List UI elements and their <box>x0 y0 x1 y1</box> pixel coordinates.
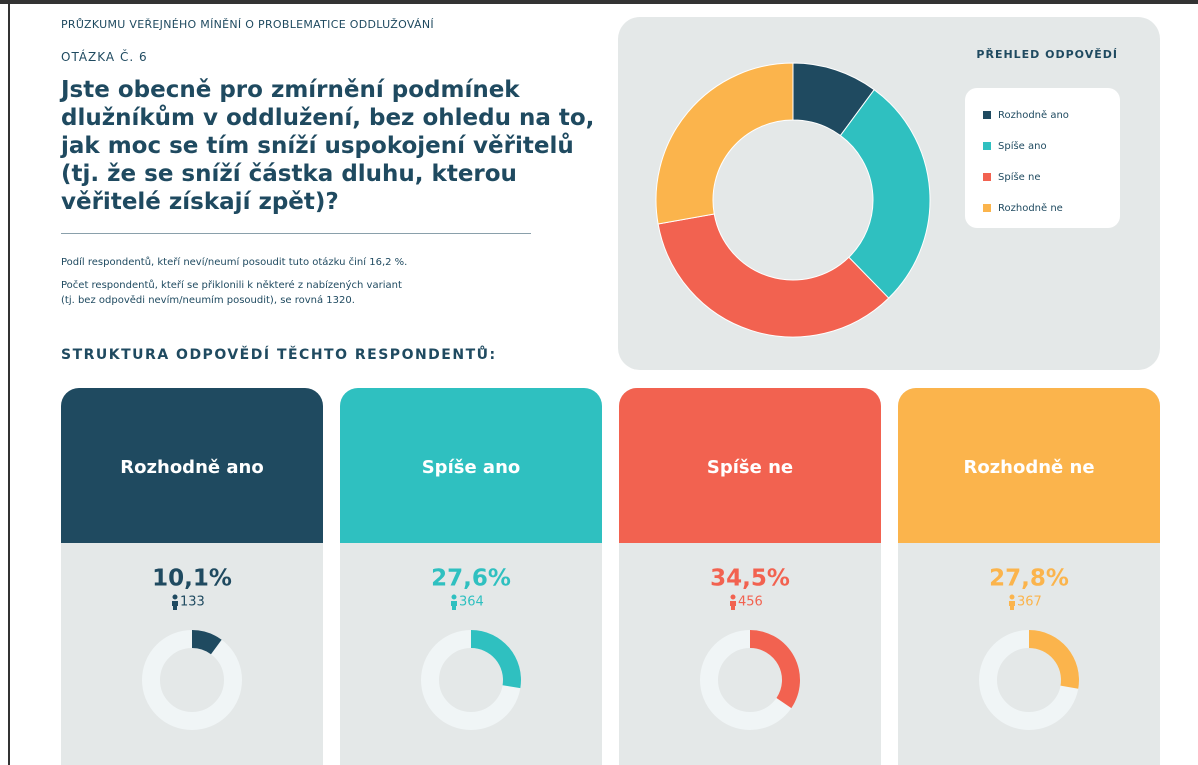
person-icon <box>172 594 178 610</box>
card-title: Spíše ne <box>707 457 793 478</box>
top-border <box>0 0 1198 4</box>
answer-card <box>898 388 1160 765</box>
card-count: 456 <box>738 595 763 610</box>
donut-slice <box>657 213 890 338</box>
legend-label: Spíše ano <box>998 140 1047 152</box>
header: PRŮZKUMU VEŘEJNÉHO MÍNĚNÍ O PROBLEMATICE… <box>61 18 434 31</box>
person-icon <box>1009 594 1015 610</box>
person-icon <box>730 594 736 610</box>
card-title: Rozhodně ano <box>120 457 263 478</box>
chart-title: PŘEHLED ODPOVĚDÍ <box>976 48 1118 61</box>
question: Jste obecně pro zmírnění podmínek dlužník… <box>61 76 594 216</box>
card-header <box>61 388 323 543</box>
note-line: (tj. bez odpovědi nevím/neumím posoudit)… <box>61 295 355 306</box>
question-line: jak moc se tím sníží uspokojení věřitelů <box>61 133 574 159</box>
question-line: (tj. že se sníží částka dluhu, kterou <box>61 161 517 187</box>
card-count: 133 <box>180 595 205 610</box>
notes: Podíl respondentů, kteří neví/neumí poso… <box>61 255 407 308</box>
legend-swatch <box>983 173 991 181</box>
donut-slice <box>839 88 931 299</box>
card-percent: 27,8% <box>989 566 1069 592</box>
legend-label: Spíše ne <box>998 171 1041 183</box>
person-icon <box>451 594 457 610</box>
mini-donut-slice <box>192 630 222 655</box>
question-line: dlužníkům v oddlužení, bez ohledu na to, <box>61 105 595 131</box>
section-title: STRUKTURA ODPOVĚDÍ TĚCHTO RESPONDENTŮ: <box>61 347 497 363</box>
answer-card <box>619 388 881 765</box>
left-border <box>8 0 10 765</box>
question-label: OTÁZKA Č. 6 <box>61 50 148 64</box>
question-line: věřitelé získají zpět)? <box>61 189 339 215</box>
card-count: 364 <box>459 595 484 610</box>
legend-swatch <box>983 204 991 212</box>
answer-card <box>61 388 323 765</box>
card-percent: 34,5% <box>710 566 790 592</box>
legend-swatch <box>983 111 991 119</box>
answer-card <box>340 388 602 765</box>
card-header <box>340 388 602 543</box>
question-line: Jste obecně pro zmírnění podmínek <box>61 77 520 103</box>
mini-donut-slice <box>471 630 521 689</box>
card-count: 367 <box>1017 595 1042 610</box>
legend-swatch <box>983 142 991 150</box>
card-title: Spíše ano <box>422 457 521 478</box>
card-header <box>898 388 1160 543</box>
card-percent: 27,6% <box>431 566 511 592</box>
card-header <box>619 388 881 543</box>
note-line: Počet respondentů, kteří se přiklonili k… <box>61 280 402 291</box>
mini-donut-slice <box>750 630 800 709</box>
legend-label: Rozhodně ano <box>998 109 1069 121</box>
mini-donut-track <box>142 630 242 730</box>
divider <box>61 233 531 234</box>
card-title: Rozhodně ne <box>963 457 1094 478</box>
card-percent: 10,1% <box>152 566 232 592</box>
donut-slice <box>655 62 794 225</box>
legend-label: Rozhodně ne <box>998 202 1063 214</box>
note-line: Podíl respondentů, kteří neví/neumí poso… <box>61 257 408 268</box>
mini-donut-slice <box>1029 630 1079 689</box>
